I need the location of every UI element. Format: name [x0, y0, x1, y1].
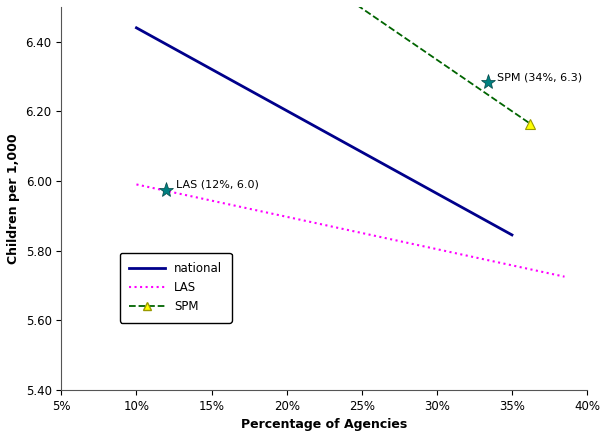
Text: SPM (34%, 6.3): SPM (34%, 6.3): [497, 72, 582, 82]
X-axis label: Percentage of Agencies: Percentage of Agencies: [241, 418, 407, 431]
Y-axis label: Children per 1,000: Children per 1,000: [7, 133, 20, 264]
Text: LAS (12%, 6.0): LAS (12%, 6.0): [175, 180, 259, 190]
Legend: national, LAS, SPM: national, LAS, SPM: [120, 253, 232, 323]
